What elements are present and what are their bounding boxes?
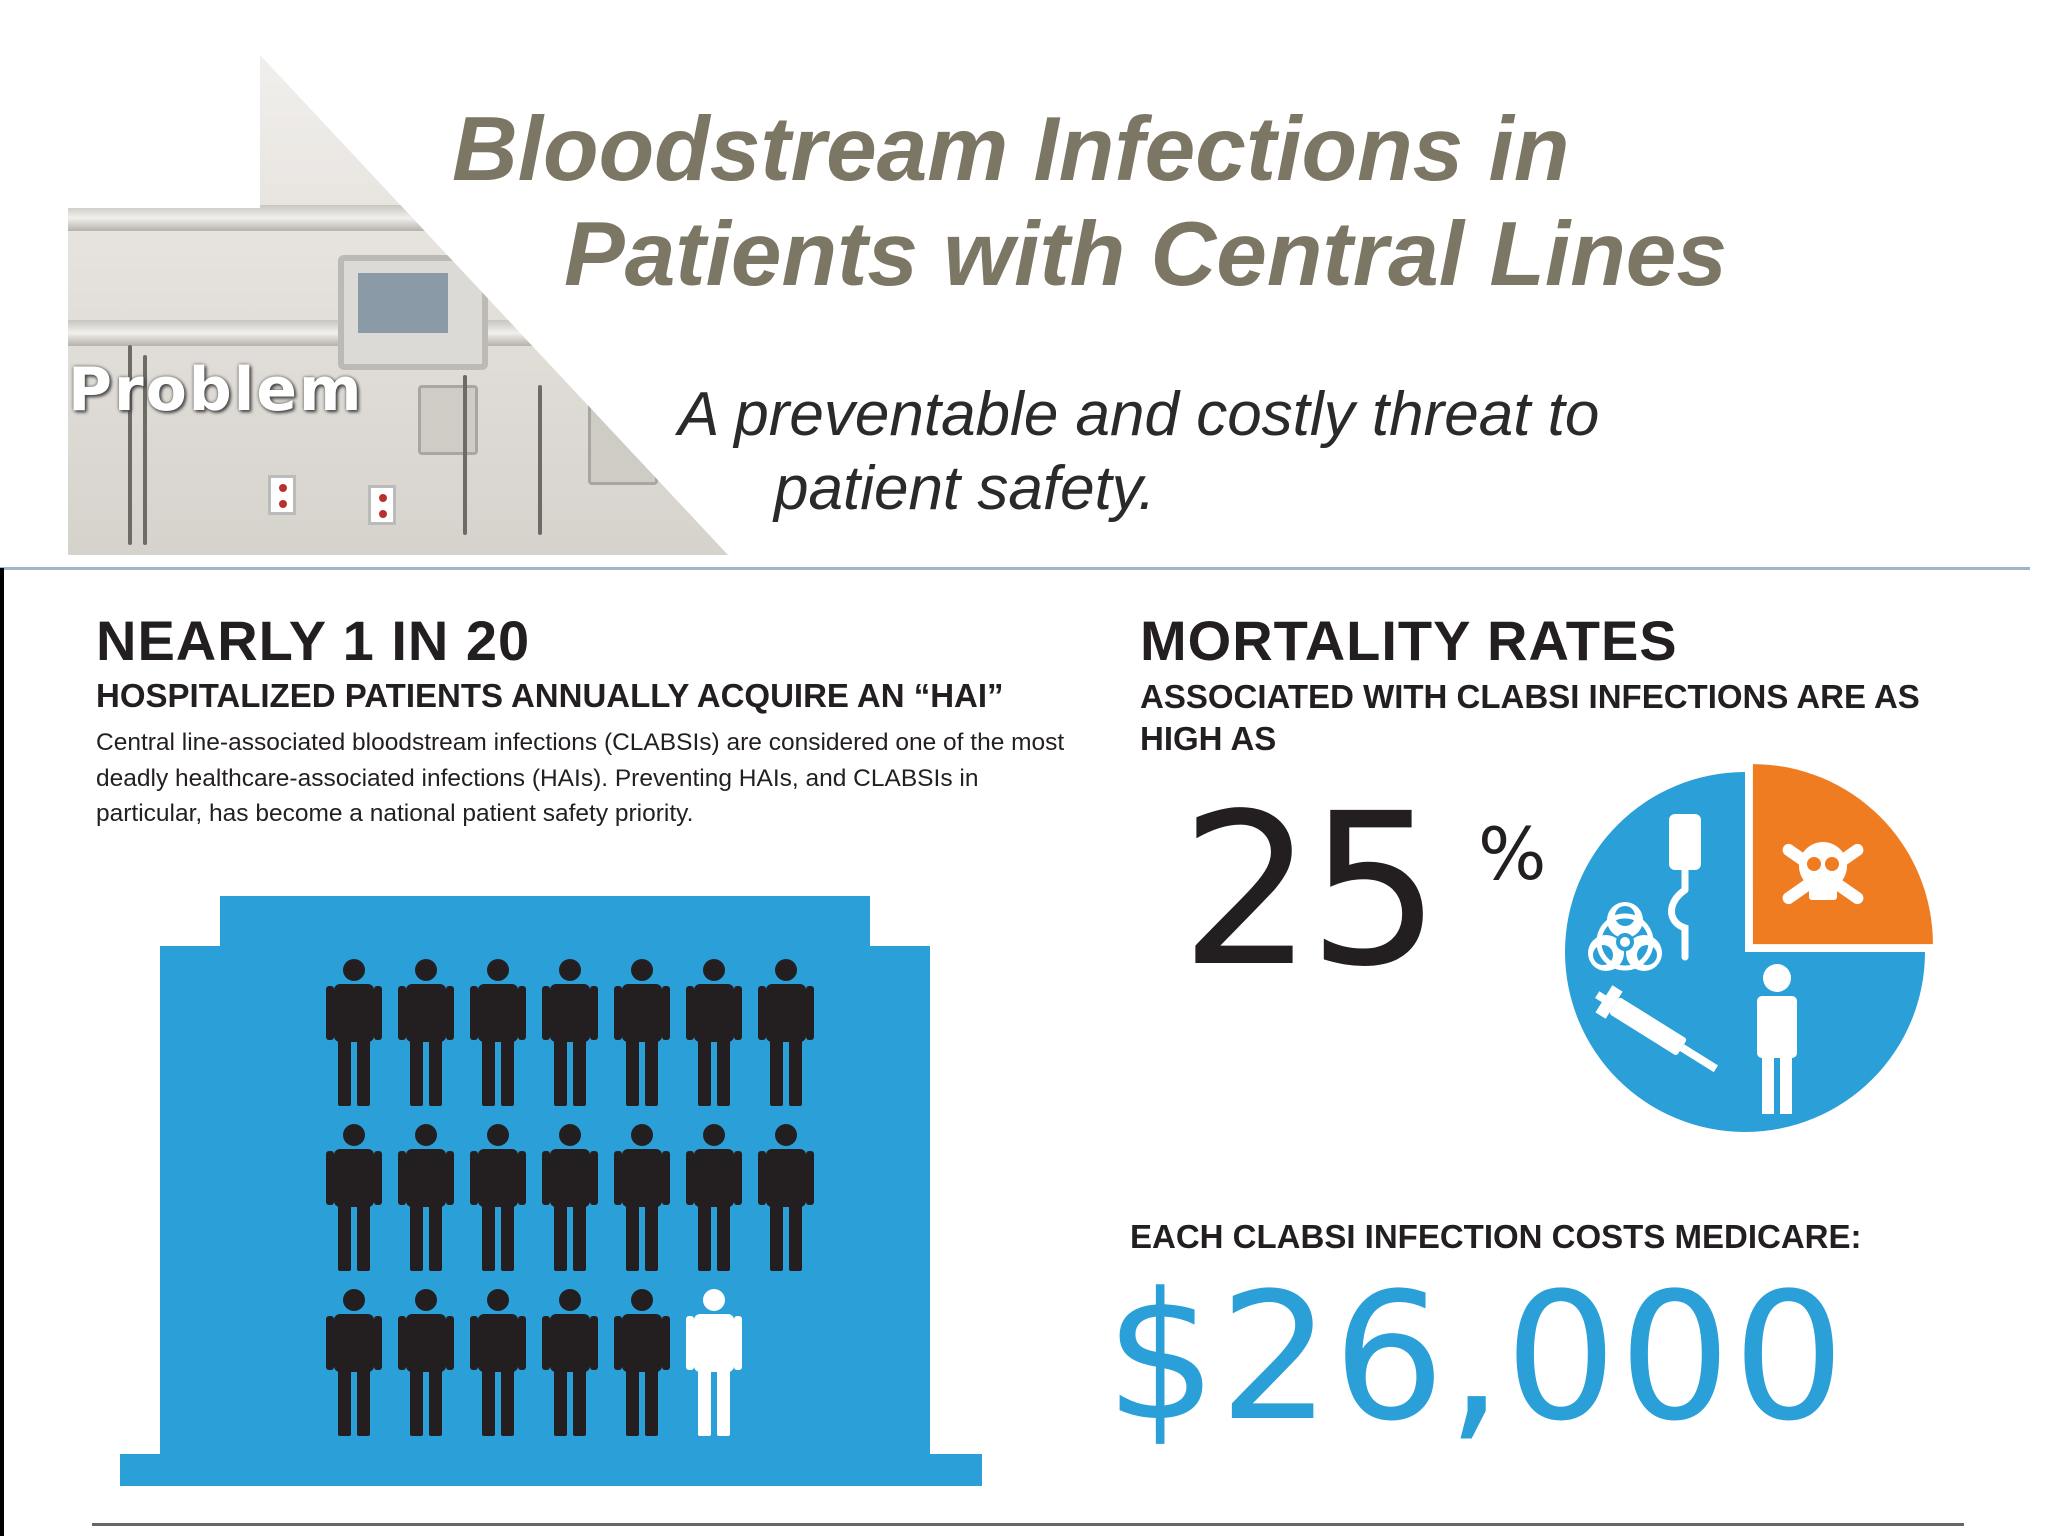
person-icon xyxy=(326,1289,382,1436)
person-icon xyxy=(542,959,598,1106)
wall-outlet xyxy=(368,485,396,525)
person-icon xyxy=(686,1124,742,1271)
subtitle-line-2: patient safety. xyxy=(774,454,1156,524)
title-line-2: Patients with Central Lines xyxy=(564,203,1728,305)
person-icon xyxy=(470,1124,526,1271)
person-icon xyxy=(1757,964,1797,1114)
cable xyxy=(463,375,467,535)
syringe-icon xyxy=(1595,985,1719,1073)
mortality-subhead: ASSOCIATED WITH CLABSI INFECTIONS ARE AS… xyxy=(1140,677,1920,758)
subtitle-line-1: A preventable and costly threat to xyxy=(678,380,1600,449)
person-icon xyxy=(614,1289,670,1436)
person-icon xyxy=(398,1289,454,1436)
cost-value: $26,000 xyxy=(1105,1255,1847,1460)
left-frame-border xyxy=(0,568,4,1536)
skull-crossbones-icon xyxy=(1782,842,1864,905)
hai-stat-panel: NEARLY 1 IN 20 HOSPITALIZED PATIENTS ANN… xyxy=(96,610,1106,832)
person-icon xyxy=(470,959,526,1106)
cable xyxy=(143,355,147,545)
building-base xyxy=(120,1454,982,1486)
title-line-1: Bloodstream Infections in xyxy=(452,99,1570,200)
person-icon xyxy=(686,959,742,1106)
person-icon xyxy=(398,1124,454,1271)
cost-label: EACH CLABSI INFECTION COSTS MEDICARE: xyxy=(1130,1218,1862,1255)
page-subtitle: A preventable and costly threat to patie… xyxy=(678,378,1978,527)
problem-label: Problem xyxy=(68,355,364,425)
biohazard-icon xyxy=(1588,902,1662,971)
cable xyxy=(538,385,542,535)
header-divider xyxy=(0,567,2030,570)
patient-monitor xyxy=(338,255,488,370)
hai-description: Central line-associated bloodstream infe… xyxy=(96,729,1065,828)
building-top xyxy=(220,896,870,946)
hai-subhead: HOSPITALIZED PATIENTS ANNUALLY ACQUIRE A… xyxy=(96,676,1004,714)
iv-bag-icon xyxy=(1668,814,1701,961)
person-icon xyxy=(542,1124,598,1271)
mortality-headline: MORTALITY RATES xyxy=(1140,609,1678,672)
person-icon xyxy=(542,1289,598,1436)
mortality-panel: MORTALITY RATES ASSOCIATED WITH CLABSI I… xyxy=(1140,610,2020,761)
person-icon xyxy=(326,1124,382,1271)
person-icon xyxy=(326,959,382,1106)
wall-outlet xyxy=(268,475,296,515)
cable xyxy=(128,345,132,545)
page-title: Bloodstream Infections in Patients with … xyxy=(452,98,2012,307)
medical-device xyxy=(588,395,658,485)
person-icon xyxy=(758,959,814,1106)
person-icon xyxy=(398,959,454,1106)
header: Problem Bloodstream Infections in Patien… xyxy=(0,0,2048,570)
person-icon xyxy=(614,1124,670,1271)
hai-headline: NEARLY 1 IN 20 xyxy=(96,609,531,672)
medical-device xyxy=(418,385,478,455)
mortality-percent-value: 25 xyxy=(1180,768,1441,1013)
person-icon xyxy=(614,959,670,1106)
person-icon xyxy=(470,1289,526,1436)
percent-sign: % xyxy=(1478,812,1547,896)
bottom-divider xyxy=(92,1523,1964,1526)
person-icon xyxy=(758,1124,814,1271)
person-icon-infected xyxy=(686,1289,742,1436)
mortality-pie-chart xyxy=(1565,764,1933,1132)
